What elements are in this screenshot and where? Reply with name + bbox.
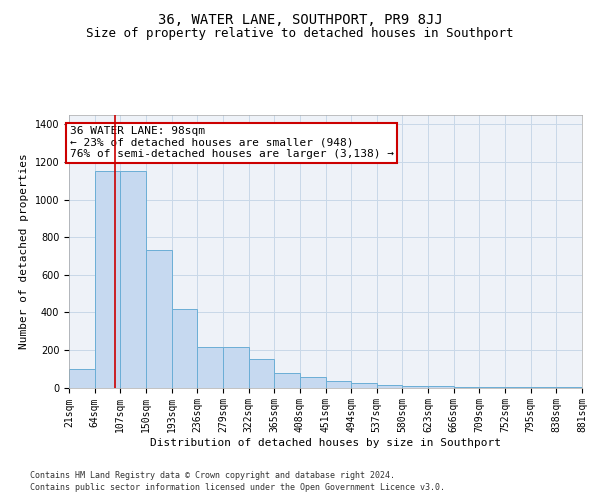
Bar — [505, 387, 531, 388]
Bar — [479, 386, 505, 388]
Bar — [172, 308, 197, 388]
Bar — [325, 381, 351, 388]
Text: 36 WATER LANE: 98sqm
← 23% of detached houses are smaller (948)
76% of semi-deta: 36 WATER LANE: 98sqm ← 23% of detached h… — [70, 126, 394, 160]
Bar — [95, 172, 121, 388]
Bar — [377, 384, 403, 388]
Text: Contains HM Land Registry data © Crown copyright and database right 2024.: Contains HM Land Registry data © Crown c… — [30, 471, 395, 480]
Bar — [351, 383, 377, 388]
X-axis label: Distribution of detached houses by size in Southport: Distribution of detached houses by size … — [150, 438, 501, 448]
Bar — [300, 377, 325, 388]
Bar — [146, 250, 172, 388]
Bar — [120, 172, 146, 388]
Y-axis label: Number of detached properties: Number of detached properties — [19, 154, 29, 349]
Bar — [403, 386, 428, 388]
Text: Size of property relative to detached houses in Southport: Size of property relative to detached ho… — [86, 28, 514, 40]
Bar — [223, 347, 248, 388]
Bar — [197, 347, 223, 388]
Bar — [454, 386, 479, 388]
Bar — [274, 374, 300, 388]
Bar — [428, 386, 454, 388]
Text: 36, WATER LANE, SOUTHPORT, PR9 8JJ: 36, WATER LANE, SOUTHPORT, PR9 8JJ — [158, 12, 442, 26]
Bar — [531, 387, 556, 388]
Bar — [248, 360, 274, 388]
Bar — [69, 368, 95, 388]
Text: Contains public sector information licensed under the Open Government Licence v3: Contains public sector information licen… — [30, 484, 445, 492]
